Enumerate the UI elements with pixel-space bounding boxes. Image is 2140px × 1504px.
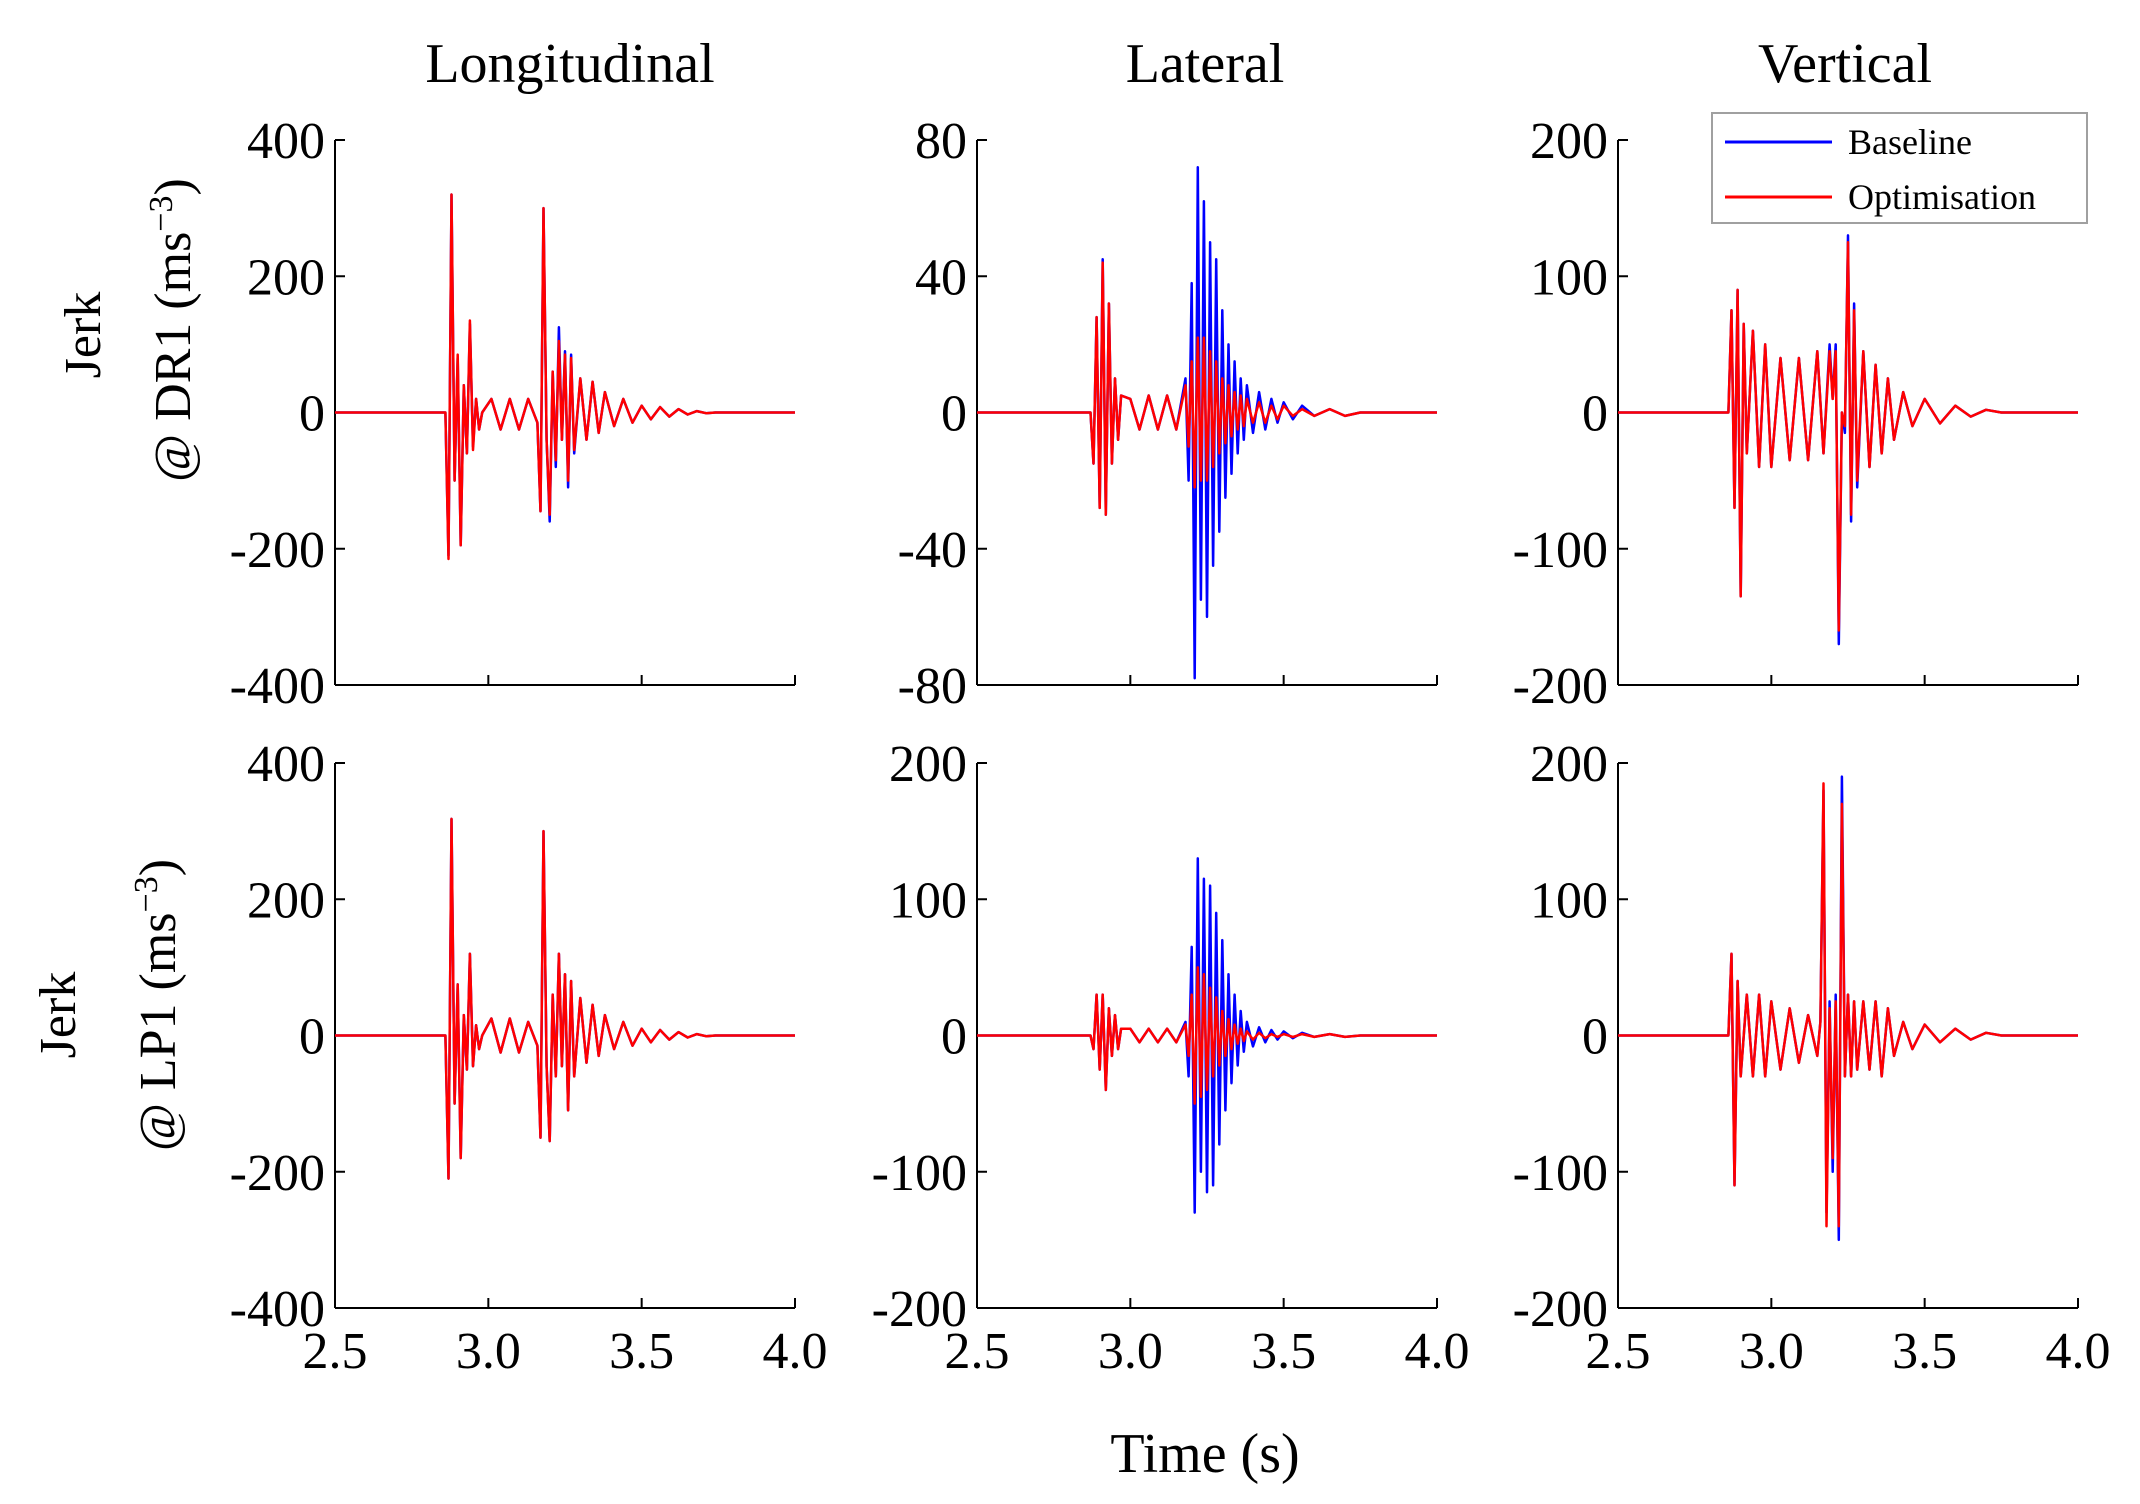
- x-axis-label: Time (s): [1110, 1423, 1299, 1485]
- x-tick-label: 3.0: [1739, 1323, 1804, 1380]
- x-tick-label: 2.5: [945, 1323, 1010, 1380]
- y-tick-label: 200: [1530, 736, 1608, 793]
- row-label-dr1-line1: Jerk: [55, 292, 112, 379]
- y-tick-label: 100: [1530, 249, 1608, 306]
- legend-box: [1711, 112, 2088, 224]
- x-tick-label: 3.5: [609, 1323, 674, 1380]
- x-tick-label: 3.0: [1098, 1323, 1163, 1380]
- y-tick-label: 100: [889, 872, 967, 929]
- column-title-lateral: Lateral: [1126, 33, 1285, 95]
- y-tick-label: 400: [247, 113, 325, 170]
- series-optimisation-line: [977, 261, 1437, 516]
- legend: Baseline Optimisation: [1711, 112, 2088, 224]
- y-tick-label: 80: [915, 113, 967, 170]
- y-tick-label: -100: [872, 1145, 967, 1202]
- y-tick-label: 200: [1530, 113, 1608, 170]
- y-tick-label: 200: [247, 872, 325, 929]
- x-tick-label: 4.0: [2046, 1323, 2111, 1380]
- y-tick-label: -200: [230, 522, 325, 579]
- series-optimisation-line: [335, 817, 795, 1180]
- y-tick-label: -80: [898, 658, 967, 715]
- row-label-dr1-sup: −3: [143, 196, 180, 232]
- y-tick-label: 100: [1530, 872, 1608, 929]
- row-label-dr1-text: @ DR1 (ms: [145, 232, 202, 482]
- y-tick-label: -200: [1513, 658, 1608, 715]
- x-tick-label: 2.5: [1586, 1323, 1651, 1380]
- panels: 4002000-200-40080400-40-802001000-100-20…: [230, 113, 2111, 1380]
- series-optimisation-line: [335, 193, 795, 561]
- row-label-lp1-sup: −3: [128, 876, 165, 912]
- x-tick-label: 4.0: [1405, 1323, 1470, 1380]
- y-tick-label: 0: [1582, 386, 1608, 443]
- row-label-dr1-close: ): [145, 178, 202, 195]
- panel-0-1: 80 40 0 -40 -80: [898, 113, 1438, 715]
- row-label-lp1-text: @ LP1 (ms: [130, 912, 187, 1151]
- row-label-lp1-line2: @ LP1 (ms−3): [128, 859, 187, 1151]
- y-tick-label: -200: [230, 1145, 325, 1202]
- series-optimisation-line: [1618, 240, 2078, 632]
- series-baseline-line: [977, 166, 1437, 680]
- panel-0-2: 200 100 0 -100 -200: [1513, 113, 2079, 715]
- y-tick-label: -40: [898, 522, 967, 579]
- panel-0-0: 400 200 0 -200 -400: [230, 113, 796, 715]
- y-tick-label: 200: [247, 249, 325, 306]
- y-tick-label: 40: [915, 249, 967, 306]
- legend-label-baseline: Baseline: [1848, 122, 1972, 162]
- y-tick-label: 0: [1582, 1009, 1608, 1066]
- y-tick-label: -100: [1513, 1145, 1608, 1202]
- legend-label-optimisation: Optimisation: [1848, 177, 2036, 217]
- y-tick-label: 0: [941, 386, 967, 443]
- y-tick-label: 0: [299, 1009, 325, 1066]
- y-tick-label: -200: [872, 1281, 967, 1338]
- y-tick-label: 0: [299, 386, 325, 443]
- x-tick-label: 2.5: [303, 1323, 368, 1380]
- column-title-longitudinal: Longitudinal: [425, 33, 714, 95]
- series-optimisation-line: [1618, 782, 2078, 1228]
- y-tick-label: -100: [1513, 522, 1608, 579]
- series-optimisation-line: [977, 966, 1437, 1105]
- y-tick-label: -400: [230, 658, 325, 715]
- x-tick-label: 4.0: [763, 1323, 828, 1380]
- column-title-vertical: Vertical: [1758, 33, 1932, 95]
- y-tick-label: 200: [889, 736, 967, 793]
- x-tick-label: 3.0: [456, 1323, 521, 1380]
- row-label-lp1-close: ): [130, 859, 187, 876]
- row-label-dr1-line2: @ DR1 (ms−3): [143, 178, 202, 482]
- x-tick-label: 3.5: [1892, 1323, 1957, 1380]
- y-tick-label: 0: [941, 1009, 967, 1066]
- y-tick-label: -400: [230, 1281, 325, 1338]
- row-label-lp1-line1: Jerk: [30, 972, 87, 1059]
- y-tick-label: -200: [1513, 1281, 1608, 1338]
- y-tick-label: 400: [247, 736, 325, 793]
- x-tick-label: 3.5: [1251, 1323, 1316, 1380]
